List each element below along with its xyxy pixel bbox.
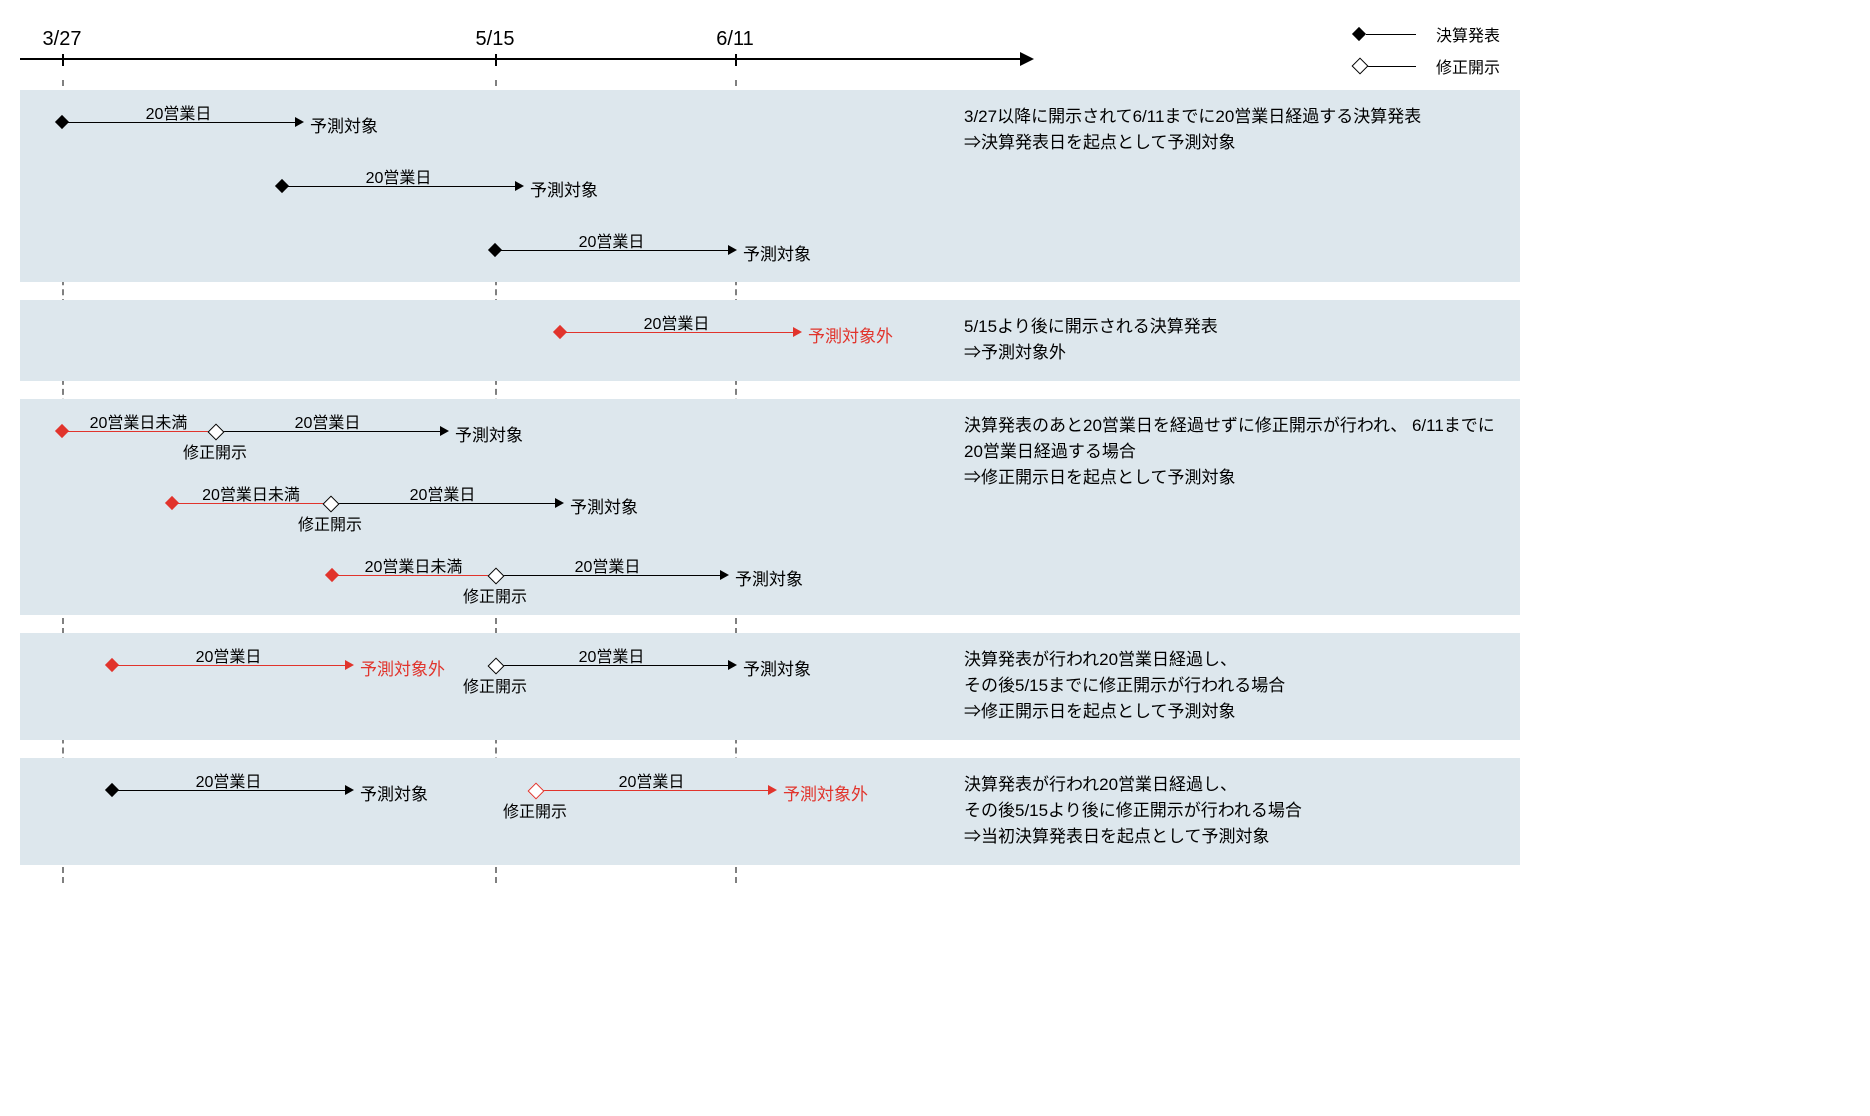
segment-top-label: 20営業日 — [495, 553, 720, 577]
segment-top-label: 20営業日未満 — [172, 481, 330, 505]
timeline-row: 20営業日未満20営業日修正開示 予測対象 — [20, 543, 940, 615]
timeline-row: 20営業日予測対象 — [20, 218, 940, 282]
timeline-diagram: 決算発表 修正開示 3/27 5/15 6/11 20営業日予測対象20営業日予… — [0, 0, 1540, 923]
arrow-icon — [440, 426, 449, 436]
segment-bottom-label: 修正開示 — [183, 439, 247, 463]
arrow-icon — [345, 785, 354, 795]
section: 20営業日未満20営業日修正開示予測対象20営業日未満20営業日修正開示予測対象… — [20, 399, 1520, 615]
arrow-icon — [515, 181, 524, 191]
description-line: 決算発表が行われ20営業日経過し、 — [964, 647, 1496, 673]
arrow-icon — [728, 245, 737, 255]
description-line: 5/15より後に開示される決算発表 — [964, 314, 1496, 340]
axis-date-515: 5/15 — [476, 28, 515, 51]
section: 20営業日予測対象外5/15より後に開示される決算発表⇒予測対象外 — [20, 300, 1520, 381]
description-line: ⇒当初決算発表日を起点として予測対象 — [964, 824, 1496, 850]
description-line: ⇒修正開示日を起点として予測対象 — [964, 699, 1496, 725]
timeline-row: 20営業日未満20営業日修正開示 予測対象 — [20, 399, 940, 471]
section-timeline: 20営業日予測対象外 — [20, 300, 940, 381]
axis-date-327: 3/27 — [43, 28, 82, 51]
section-description: 決算発表が行われ20営業日経過し、その後5/15より後に修正開示が行われる場合⇒… — [940, 758, 1520, 865]
section-timeline: 20営業日未満20営業日修正開示予測対象20営業日未満20営業日修正開示予測対象… — [20, 399, 940, 615]
description-line: その後5/15より後に修正開示が行われる場合 — [964, 798, 1496, 824]
segment-end-label: 予測対象 — [455, 421, 523, 446]
segment-top-label: 20営業日 — [495, 228, 728, 252]
axis-date-611: 6/11 — [716, 28, 753, 51]
timeline-row: 20営業日予測対象 — [20, 154, 940, 218]
segment-end-label: 予測対象 — [735, 565, 803, 590]
segment-top-label: 20営業日未満 — [62, 409, 215, 433]
arrow-icon — [768, 785, 777, 795]
section-description: 決算発表のあと20営業日を経過せずに修正開示が行われ、 6/11までに20営業日… — [940, 399, 1520, 615]
segment-end-label: 予測対象 — [743, 240, 811, 265]
description-line: ⇒決算発表日を起点として予測対象 — [964, 130, 1496, 156]
arrow-icon — [345, 660, 354, 670]
description-line: 決算発表が行われ20営業日経過し、 — [964, 772, 1496, 798]
section-description: 3/27以降に開示されて6/11までに20営業日経過する決算発表⇒決算発表日を起… — [940, 90, 1520, 282]
segment-top-label: 20営業日 — [560, 310, 793, 334]
segment-top-label: 20営業日 — [330, 481, 555, 505]
time-axis: 3/27 5/15 6/11 — [20, 20, 1520, 80]
segment-top-label: 20営業日 — [535, 768, 768, 792]
segment-end-label: 予測対象外 — [808, 322, 893, 347]
timeline-row: 20営業日未満20営業日修正開示 予測対象 — [20, 471, 940, 543]
segment-bottom-label: 修正開示 — [503, 798, 567, 822]
timeline-row: 20営業日 20営業日修正開示予測対象外 予測対象 — [20, 633, 940, 705]
section-description: 5/15より後に開示される決算発表⇒予測対象外 — [940, 300, 1520, 381]
section: 20営業日 20営業日修正開示 予測対象 予測対象外 決算発表が行われ20営業日経過し、… — [20, 758, 1520, 865]
segment-bottom-label: 修正開示 — [298, 511, 362, 535]
segment-end-label: 予測対象外 — [783, 780, 868, 805]
timeline-row: 20営業日予測対象 — [20, 90, 940, 154]
section-description: 決算発表が行われ20営業日経過し、その後5/15までに修正開示が行われる場合⇒修… — [940, 633, 1520, 740]
segment-end-label: 予測対象 — [360, 780, 428, 805]
sections: 20営業日予測対象20営業日予測対象20営業日予測対象3/27以降に開示されて6… — [20, 90, 1520, 865]
description-line: 3/27以降に開示されて6/11までに20営業日経過する決算発表 — [964, 104, 1496, 130]
description-line: ⇒予測対象外 — [964, 340, 1496, 366]
timeline-row: 20営業日 20営業日修正開示 予測対象 予測対象外 — [20, 758, 940, 830]
segment-top-label: 20営業日 — [62, 100, 295, 124]
section: 20営業日 20営業日修正開示予測対象外 予測対象 決算発表が行われ20営業日経過し、… — [20, 633, 1520, 740]
section-timeline: 20営業日予測対象20営業日予測対象20営業日予測対象 — [20, 90, 940, 282]
segment-bottom-label: 修正開示 — [463, 583, 527, 607]
arrow-icon — [555, 498, 564, 508]
segment-top-label: 20営業日 — [112, 643, 345, 667]
section-timeline: 20営業日 20営業日修正開示 予測対象 予測対象外 — [20, 758, 940, 865]
segment-top-label: 20営業日未満 — [332, 553, 495, 577]
segment-end-label: 予測対象 — [530, 176, 598, 201]
segment-top-label: 20営業日 — [495, 643, 728, 667]
arrow-icon — [728, 660, 737, 670]
axis-arrow — [20, 58, 1020, 60]
arrow-icon — [793, 327, 802, 337]
timeline-row: 20営業日予測対象外 — [20, 300, 940, 364]
section: 20営業日予測対象20営業日予測対象20営業日予測対象3/27以降に開示されて6… — [20, 90, 1520, 282]
segment-top-label: 20営業日 — [215, 409, 440, 433]
segment-top-label: 20営業日 — [112, 768, 345, 792]
segment-end-label: 予測対象外 — [360, 655, 445, 680]
section-timeline: 20営業日 20営業日修正開示予測対象外 予測対象 — [20, 633, 940, 740]
segment-top-label: 20営業日 — [282, 164, 515, 188]
description-line: ⇒修正開示日を起点として予測対象 — [964, 465, 1496, 491]
segment-bottom-label: 修正開示 — [463, 673, 527, 697]
arrow-icon — [720, 570, 729, 580]
arrow-icon — [295, 117, 304, 127]
segment-end-label: 予測対象 — [310, 112, 378, 137]
description-line: 決算発表のあと20営業日を経過せずに修正開示が行われ、 6/11までに20営業日… — [964, 413, 1496, 466]
description-line: その後5/15までに修正開示が行われる場合 — [964, 673, 1496, 699]
segment-end-label: 予測対象 — [570, 493, 638, 518]
segment-end-label: 予測対象 — [743, 655, 811, 680]
